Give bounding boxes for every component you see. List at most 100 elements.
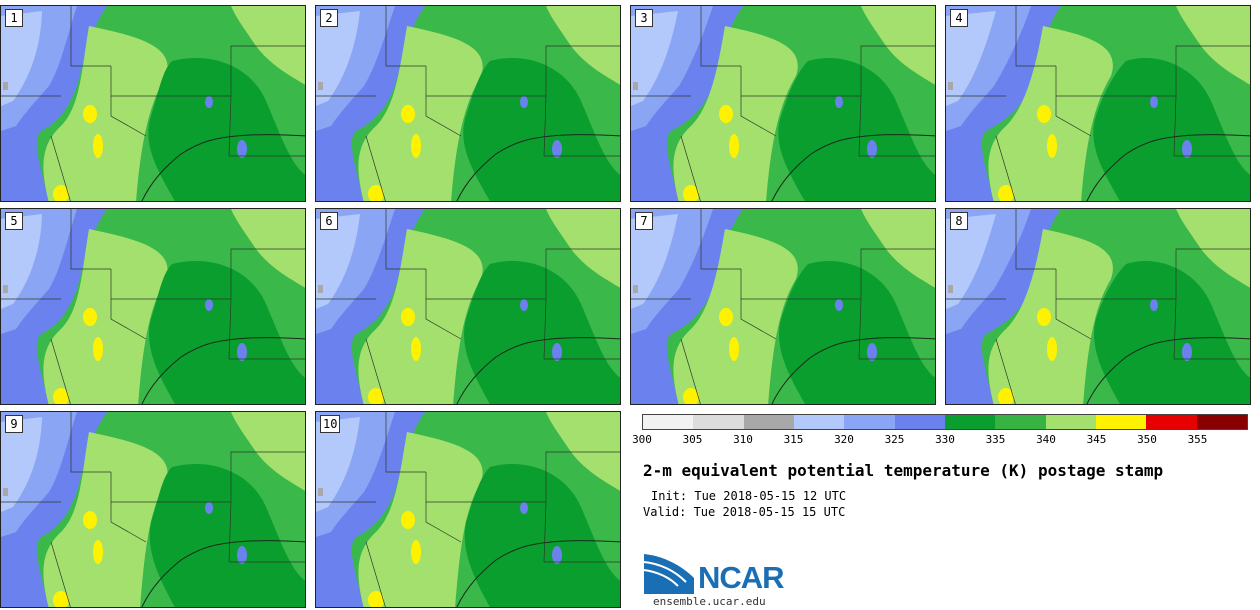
coldest-region — [1, 417, 42, 512]
state-boundary — [230, 248, 305, 299]
coldest-region — [631, 214, 678, 309]
map-member-8 — [946, 209, 1250, 404]
state-boundary — [365, 541, 386, 607]
moist-region-ne — [1176, 6, 1250, 85]
state-boundary — [70, 209, 111, 270]
state-boundary — [1173, 95, 1177, 157]
coastline — [141, 540, 305, 607]
valid-time: Valid: Tue 2018-05-15 15 UTC — [643, 505, 846, 519]
state-boundary — [425, 502, 462, 543]
moist-region — [673, 26, 798, 201]
state-boundary — [545, 248, 620, 299]
moist-region-ne — [231, 209, 305, 288]
moist-region-ne — [861, 6, 935, 85]
moist-region-ne — [546, 209, 620, 288]
cool-pocket — [552, 546, 562, 564]
moist-region-ne — [231, 6, 305, 85]
colorbar-tick-label: 320 — [834, 433, 854, 446]
state-boundary — [858, 95, 862, 157]
map-member-4 — [946, 6, 1250, 201]
colorbar-swatch — [643, 415, 694, 429]
state-boundary — [860, 248, 935, 299]
high-theta-blob — [719, 308, 733, 326]
coldest-region — [1, 11, 42, 106]
member-label-7: 7 — [635, 212, 653, 230]
cool-pocket — [520, 502, 528, 514]
moist-region — [673, 229, 798, 404]
high-theta-blob — [411, 540, 421, 564]
dark-region — [1094, 260, 1250, 404]
cool-pocket — [237, 546, 247, 564]
gray-speck — [3, 82, 8, 90]
member-label-1: 1 — [5, 9, 23, 27]
coldest-region — [316, 214, 360, 309]
panel-member-8: 8 — [945, 208, 1251, 405]
colorbar-swatch — [944, 415, 996, 429]
member-label-4: 4 — [950, 9, 968, 27]
state-boundary — [700, 209, 741, 270]
cool-pocket — [237, 140, 247, 158]
panel-member-5: 5 — [0, 208, 306, 405]
coastline — [456, 134, 620, 201]
state-boundary — [995, 135, 1016, 201]
map-member-3 — [631, 6, 935, 201]
high-theta-blob — [683, 185, 699, 201]
coldest-region — [946, 11, 996, 106]
colorbar-tick-label: 300 — [632, 433, 652, 446]
site-url: ensemble.ucar.edu — [653, 595, 766, 608]
coastline — [1086, 134, 1250, 201]
high-theta-blob — [83, 511, 97, 529]
colorbar-tick-label: 305 — [682, 433, 703, 446]
coldest-region — [946, 214, 996, 309]
high-theta-blob — [93, 540, 103, 564]
high-theta-blob — [401, 308, 415, 326]
state-boundary — [385, 209, 426, 270]
state-boundary — [425, 299, 462, 340]
cool-pocket — [1150, 96, 1158, 108]
state-boundary — [545, 45, 620, 96]
state-boundary — [700, 6, 741, 67]
cool-pocket — [835, 96, 843, 108]
state-boundary — [425, 96, 462, 137]
colorbar-tick-label: 355 — [1187, 433, 1208, 446]
colorbar-tick-label: 350 — [1137, 433, 1157, 446]
colorbar-tick-label: 340 — [1036, 433, 1056, 446]
coldest-region — [631, 11, 678, 106]
state-boundary — [110, 299, 147, 340]
panel-member-3: 3 — [630, 5, 936, 202]
state-boundary — [228, 501, 232, 563]
colorbar-tick-label: 310 — [733, 433, 753, 446]
high-theta-blob — [1047, 134, 1057, 158]
gray-speck — [3, 488, 8, 496]
dark-region — [148, 58, 305, 201]
cool-pocket — [205, 502, 213, 514]
state-boundary — [1175, 45, 1250, 96]
high-theta-blob — [53, 388, 69, 404]
map-member-5 — [1, 209, 305, 404]
panel-member-6: 6 — [315, 208, 621, 405]
state-boundary — [385, 6, 426, 67]
map-member-2 — [316, 6, 620, 201]
gray-speck — [318, 82, 323, 90]
coastline — [141, 337, 305, 404]
colorbar-tick-label: 335 — [985, 433, 1006, 446]
panel-member-7: 7 — [630, 208, 936, 405]
member-label-3: 3 — [635, 9, 653, 27]
cool-pocket — [835, 299, 843, 311]
plot-title: 2-m equivalent potential temperature (K)… — [643, 461, 1164, 480]
cool-pocket — [520, 96, 528, 108]
state-boundary — [110, 96, 147, 137]
state-boundary — [50, 338, 71, 404]
dark-region — [149, 261, 305, 404]
state-boundary — [365, 338, 386, 404]
moist-region — [43, 26, 168, 201]
logo-text: NCAR — [698, 560, 785, 595]
cool-pocket — [552, 140, 562, 158]
moist-region-ne — [1176, 209, 1250, 288]
colorbar-swatch — [894, 415, 945, 429]
state-boundary — [680, 135, 701, 201]
state-boundary — [740, 299, 777, 340]
cool-pocket — [520, 299, 528, 311]
coldest-region — [316, 11, 360, 106]
state-boundary — [995, 338, 1016, 404]
